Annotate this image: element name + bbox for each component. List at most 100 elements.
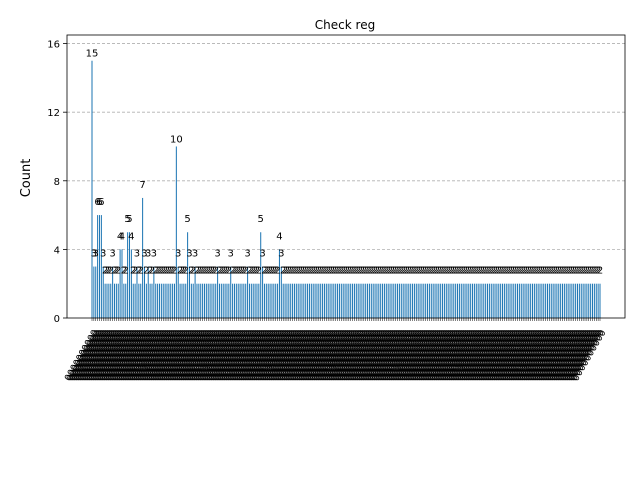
bar-value-label: 2 [449,266,455,277]
bar [573,283,575,318]
bar [578,283,580,318]
bar [166,283,168,318]
bar-value-label: 2 [269,266,275,277]
bar-value-label: 2 [443,266,449,277]
bar [342,283,344,318]
bar [123,283,125,318]
bar [200,283,202,318]
bar-value-label: 2 [597,266,603,277]
bar [325,283,327,318]
bar [314,283,316,318]
bar [372,283,374,318]
bar-value-label: 2 [286,266,292,277]
bar-value-label: 2 [454,266,460,277]
bar [475,283,477,318]
bar [192,283,194,318]
bar-value-label: 2 [154,266,160,277]
bar-value-label: 2 [370,266,376,277]
bar [168,283,170,318]
bar-value-label: 2 [229,266,235,277]
bar-value-label: 2 [179,266,185,277]
bar [511,283,513,318]
chart-title: Check reg [315,18,375,32]
bar [248,283,250,318]
bar [333,283,335,318]
bar-value-label: 2 [132,266,138,277]
bar-value-label: 2 [561,266,567,277]
bar-value-label: 2 [434,266,440,277]
bar-value-label: 2 [456,266,462,277]
bar [237,283,239,318]
bar [530,283,532,318]
y-axis-label: Count [19,159,34,198]
bar-value-label: 3 [151,249,157,260]
bar [183,283,185,318]
bar [295,283,297,318]
bar [292,283,294,318]
bar-value-label: 2 [445,266,451,277]
bar [443,283,445,318]
bar [305,283,307,318]
plot-frame [66,34,626,319]
bar-value-label: 2 [108,266,114,277]
bar [453,283,455,318]
bar [359,283,361,318]
bar-value-label: 2 [569,266,575,277]
bar-value-label: 2 [437,266,443,277]
bar [128,232,131,318]
bar [222,283,224,318]
bar [428,283,430,318]
bar [196,283,198,318]
bar-value-label: 2 [550,266,556,277]
bar-value-label: 2 [222,266,228,277]
bar-value-label: 2 [539,266,545,277]
bar [438,283,440,318]
bar [224,283,226,318]
bar [190,283,192,318]
bar [263,283,265,318]
bar-value-label: 2 [312,266,318,277]
bar [215,283,217,318]
bar-value-label: 2 [426,266,432,277]
bar-value-label: 2 [188,266,194,277]
bar [355,283,357,318]
bar-value-label: 2 [164,266,170,277]
bar-value-label: 2 [428,266,434,277]
bar [569,283,571,318]
bar-value-label: 2 [194,266,200,277]
bar [560,283,562,318]
bar [278,249,280,318]
bar [593,283,595,318]
bar [160,283,162,318]
bar [95,266,97,318]
bar [202,283,204,318]
bar [599,283,601,318]
bar [370,283,372,318]
bar [318,283,320,318]
bar-value-label: 2 [233,266,239,277]
bar-value-label: 2 [501,266,507,277]
bar [207,283,209,318]
bar-value-label: 2 [404,266,410,277]
bar [211,283,213,318]
bar-value-label: 2 [243,266,249,277]
bar-value-label: 2 [488,266,494,277]
bar [275,283,277,318]
bar-value-label: 2 [391,266,397,277]
bar [468,283,470,318]
bar-value-label: 2 [595,266,601,277]
bar-value-label: 3 [91,249,97,260]
bar [337,283,339,318]
bar [363,283,365,318]
bar [543,283,545,318]
bar [134,283,136,318]
bar-value-label: 2 [310,266,316,277]
bar [464,283,466,318]
bar [239,283,241,318]
bar-value-label: 2 [432,266,438,277]
bar-value-label: 2 [379,266,385,277]
bar-value-label: 2 [177,266,183,277]
bar-value-label: 2 [396,266,402,277]
bar [532,283,534,318]
bar-value-label: 2 [514,266,520,277]
